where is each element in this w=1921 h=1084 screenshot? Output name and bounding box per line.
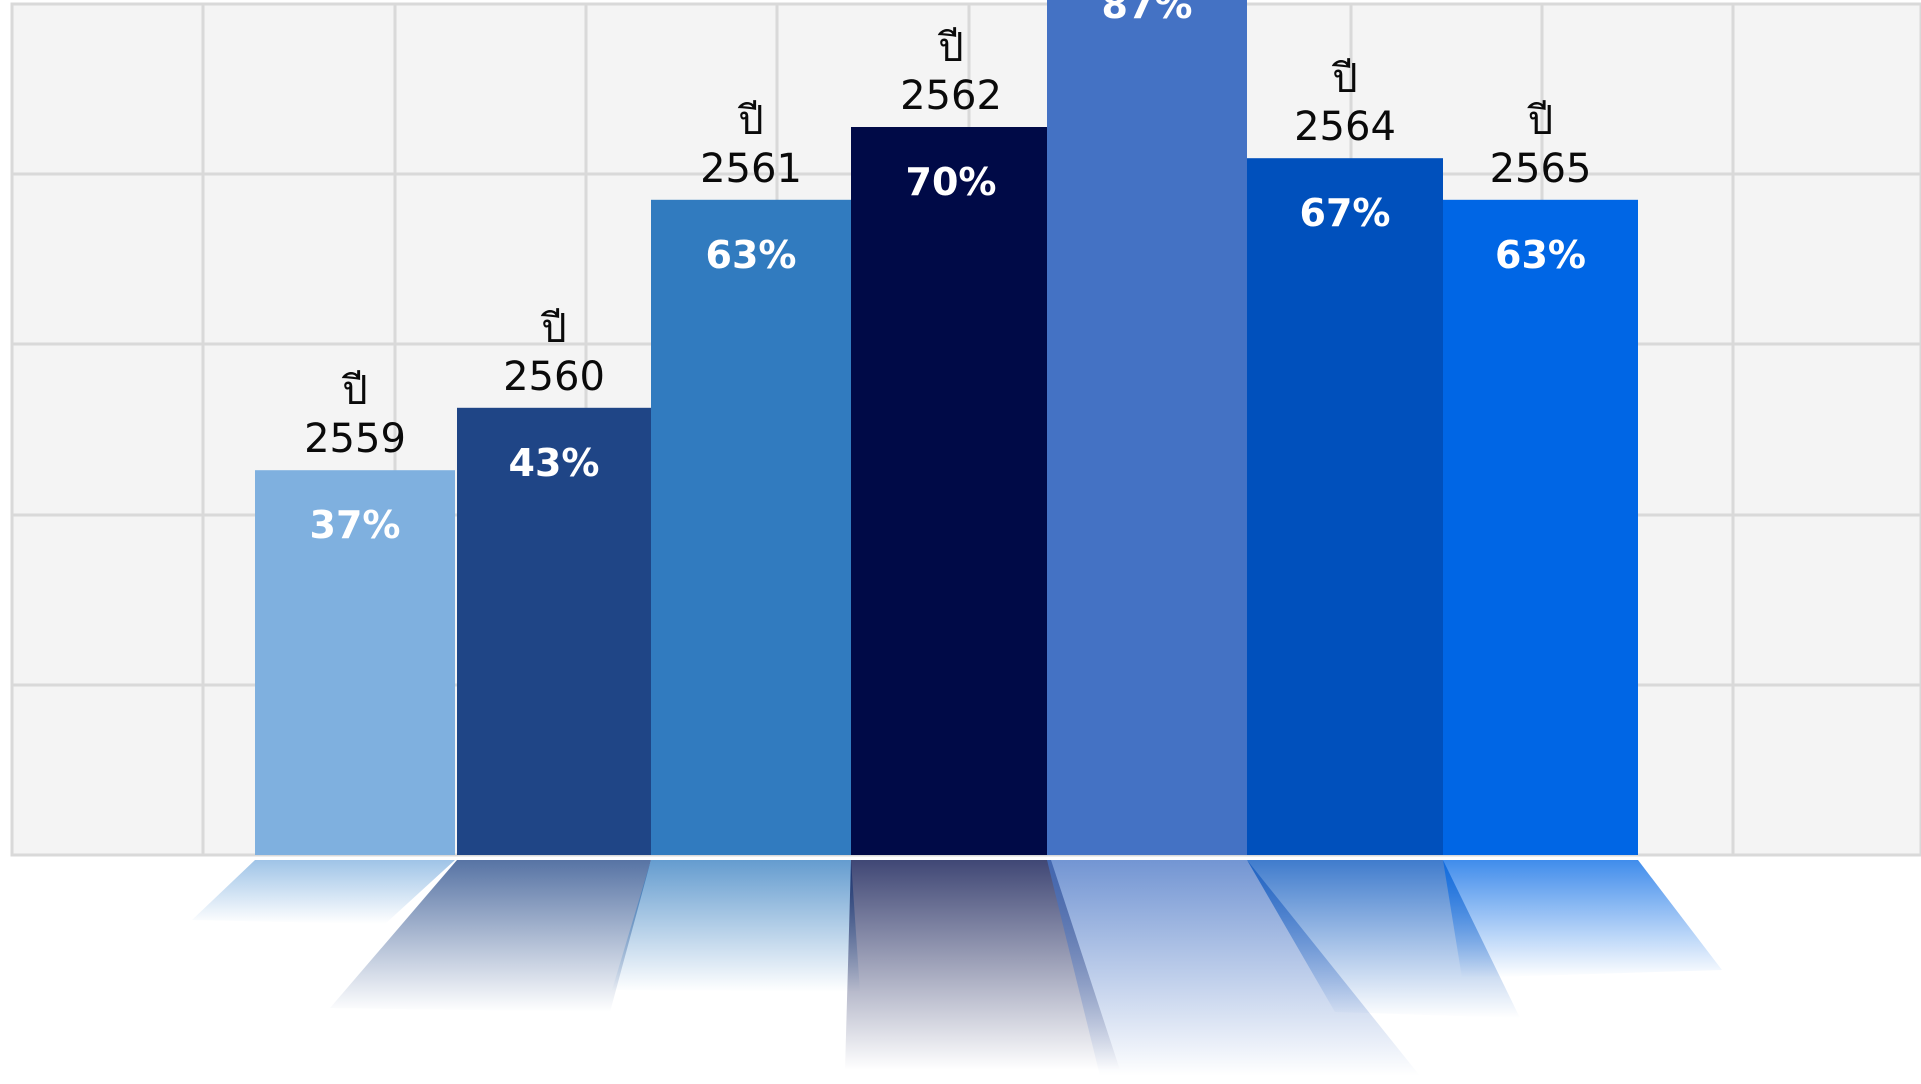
data-label-value: 43%: [509, 441, 600, 485]
bar-reflection: [1443, 860, 1722, 978]
category-label-prefix: ปี: [1527, 98, 1553, 144]
data-label-value: 67%: [1300, 191, 1391, 235]
category-label-prefix: ปี: [1332, 56, 1358, 102]
category-label-year: 2564: [1294, 104, 1396, 150]
bar-ปี-2560: [457, 407, 651, 855]
category-label-year: 2565: [1490, 146, 1592, 192]
bar-ปี-2564: [1247, 158, 1443, 855]
data-label-value: 63%: [706, 233, 797, 277]
bar-reflection: [845, 860, 1120, 1070]
data-label-value: 37%: [310, 503, 401, 547]
bar-reflection: [1047, 860, 1420, 1076]
bar-reflection: [192, 860, 455, 924]
category-label-year: 2562: [900, 73, 1002, 119]
category-label-prefix: ปี: [541, 306, 567, 352]
category-label-year: 2560: [503, 354, 605, 400]
bar-ปี-2563: [1047, 0, 1247, 855]
data-label-value: 63%: [1495, 233, 1586, 277]
bar-reflections: [192, 860, 1722, 1076]
bar-ปี-2559: [255, 470, 455, 855]
category-label-prefix: ปี: [342, 368, 368, 414]
category-label-prefix: ปี: [738, 98, 764, 144]
bar-ปี-2562: [851, 127, 1051, 855]
bars: [255, 0, 1638, 856]
category-label-year: 2559: [304, 416, 406, 462]
category-label-year: 2561: [700, 146, 802, 192]
data-label-value: 70%: [906, 160, 997, 204]
bar-ปี-2565: [1443, 199, 1638, 856]
data-label-value: 87%: [1102, 0, 1193, 27]
bar-ปี-2561: [651, 199, 851, 856]
category-label-prefix: ปี: [938, 25, 964, 71]
bar-reflection: [330, 860, 651, 1012]
data-labels: 37%ปี255943%ปี256063%ปี256170%ปี256287%ป…: [304, 0, 1591, 547]
bar-reflection: [612, 860, 860, 992]
